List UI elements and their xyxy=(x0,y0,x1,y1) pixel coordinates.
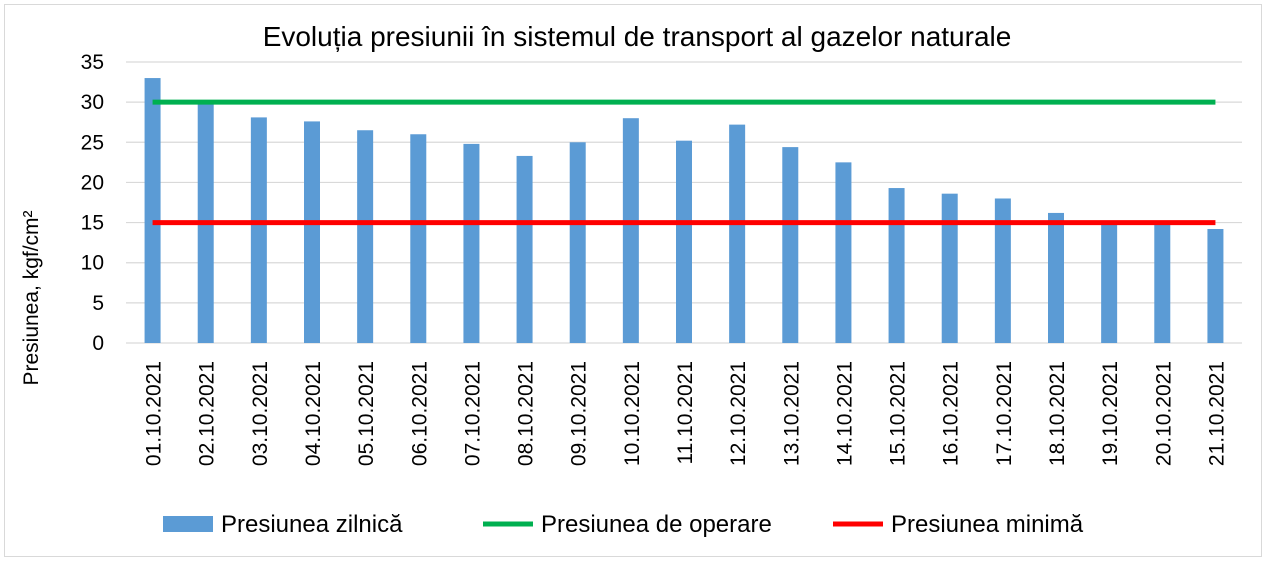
x-tick-label: 01.10.2021 xyxy=(143,361,166,466)
x-tick-labels: 01.10.2021 02.10.2021 03.10.2021 04.10.2021… xyxy=(143,361,1229,466)
x-tick-label: 20.10.2021 xyxy=(1152,361,1175,466)
y-tick-labels: 0 5 10 15 20 25 30 35 xyxy=(81,51,104,355)
x-tick-label: 14.10.2021 xyxy=(833,361,856,466)
x-tick-label: 02.10.2021 xyxy=(196,361,219,466)
x-tick-label: 18.10.2021 xyxy=(1046,361,1069,466)
bar xyxy=(144,78,161,344)
x-tick-label: 09.10.2021 xyxy=(568,361,591,466)
bar xyxy=(782,147,799,343)
legend: Presiunea zilnică Presiunea de operare Pre… xyxy=(163,511,1084,538)
y-tick-label: 10 xyxy=(81,252,104,275)
x-tick-label: 06.10.2021 xyxy=(408,361,431,466)
y-tick-label: 5 xyxy=(92,292,104,315)
x-tick-label: 13.10.2021 xyxy=(780,361,803,466)
x-tick-label: 07.10.2021 xyxy=(461,361,484,466)
x-tick-label: 19.10.2021 xyxy=(1099,361,1122,466)
x-tick-label: 16.10.2021 xyxy=(940,361,963,466)
bar xyxy=(1154,222,1171,343)
bar xyxy=(569,142,586,343)
x-tick-label: 12.10.2021 xyxy=(727,361,750,466)
chart-title: Evoluția presiunii în sistemul de transp… xyxy=(263,21,1012,52)
legend-label: Presiunea de operare xyxy=(541,511,772,538)
bar xyxy=(1207,228,1224,343)
bar xyxy=(357,130,374,343)
y-tick-label: 15 xyxy=(81,212,104,235)
x-tick-label: 10.10.2021 xyxy=(621,361,644,466)
x-tick-label: 11.10.2021 xyxy=(674,361,697,465)
bar xyxy=(304,121,320,343)
legend-swatch xyxy=(163,516,213,532)
y-tick-label: 20 xyxy=(81,171,104,194)
bar xyxy=(994,198,1011,343)
legend-label: Presiunea zilnică xyxy=(221,511,403,538)
bar xyxy=(250,117,267,343)
x-tick-label: 05.10.2021 xyxy=(355,361,378,466)
y-tick-label: 0 xyxy=(92,332,104,355)
bar xyxy=(622,118,639,343)
y-tick-label: 30 xyxy=(81,91,104,114)
bar xyxy=(729,124,746,343)
x-tick-label: 04.10.2021 xyxy=(302,361,325,466)
y-tick-label: 25 xyxy=(81,131,104,154)
line-series xyxy=(152,99,1216,226)
bar xyxy=(516,155,533,343)
bar xyxy=(941,193,958,343)
bar xyxy=(1048,212,1064,343)
legend-label: Presiunea minimă xyxy=(891,511,1084,538)
x-tick-label: 08.10.2021 xyxy=(515,361,538,466)
bar xyxy=(410,134,427,343)
bar xyxy=(888,188,905,343)
bar xyxy=(463,143,480,343)
y-tick-label: 35 xyxy=(81,51,104,74)
y-axis-label: Presiunea, kgf/cm² xyxy=(20,210,43,385)
bar xyxy=(1101,222,1118,343)
x-tick-label: 03.10.2021 xyxy=(249,361,272,466)
bar-series xyxy=(144,78,1224,344)
x-tick-label: 15.10.2021 xyxy=(887,361,910,466)
x-tick-label: 17.10.2021 xyxy=(993,361,1016,466)
bar xyxy=(676,140,692,343)
bar xyxy=(835,162,852,343)
x-tick-label: 21.10.2021 xyxy=(1205,361,1228,466)
